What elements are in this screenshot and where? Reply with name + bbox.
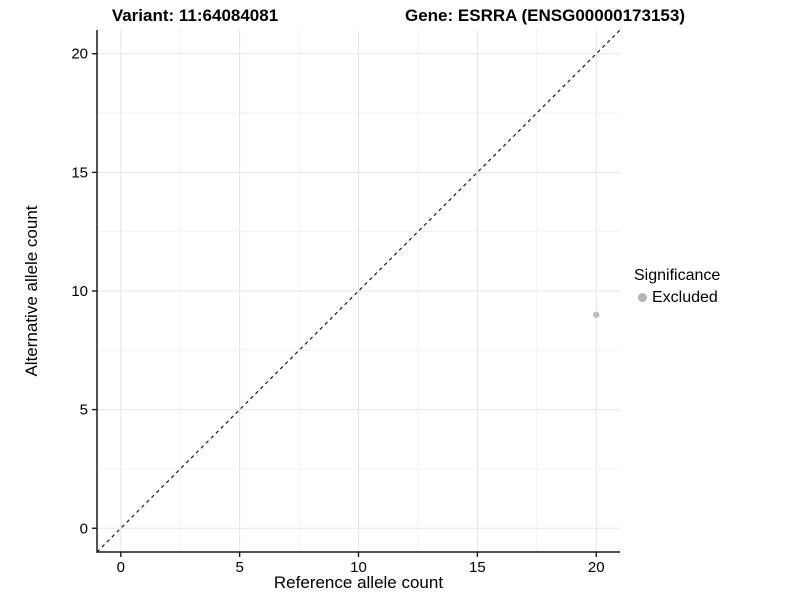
x-tick-label: 15	[469, 559, 486, 576]
x-tick-label: 20	[588, 559, 605, 576]
x-tick-label: 0	[117, 559, 125, 576]
x-tick-label: 10	[350, 559, 367, 576]
legend-item-label: Excluded	[652, 289, 718, 306]
y-tick-label: 10	[71, 283, 88, 300]
legend-title: Significance	[634, 267, 721, 284]
y-axis-title: Alternative allele count	[22, 205, 41, 377]
y-tick-label: 15	[71, 164, 88, 181]
legend-point-icon	[638, 293, 647, 302]
legend-item-excluded: Excluded	[638, 288, 720, 307]
y-tick-label: 5	[80, 402, 88, 419]
x-tick-label: 5	[235, 559, 243, 576]
data-point	[593, 311, 600, 318]
y-tick-label: 20	[71, 46, 88, 63]
legend: Significance Excluded	[634, 266, 720, 307]
x-axis-title: Reference allele count	[273, 573, 444, 592]
variant-title: Variant: 11:64084081	[111, 6, 279, 25]
gene-title: Gene: ESRRA (ENSG00000173153)	[404, 6, 686, 25]
y-tick-label: 0	[80, 520, 88, 537]
